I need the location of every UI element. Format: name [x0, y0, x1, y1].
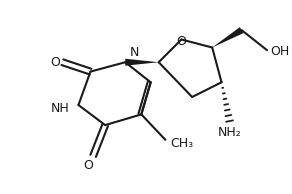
Text: O: O — [50, 56, 60, 69]
Polygon shape — [125, 59, 159, 66]
Text: O: O — [84, 159, 93, 172]
Text: OH: OH — [270, 45, 289, 58]
Text: N: N — [130, 46, 140, 59]
Text: NH: NH — [50, 102, 69, 115]
Text: NH₂: NH₂ — [218, 126, 241, 139]
Text: O: O — [176, 35, 186, 48]
Polygon shape — [212, 27, 244, 48]
Text: CH₃: CH₃ — [171, 137, 194, 150]
